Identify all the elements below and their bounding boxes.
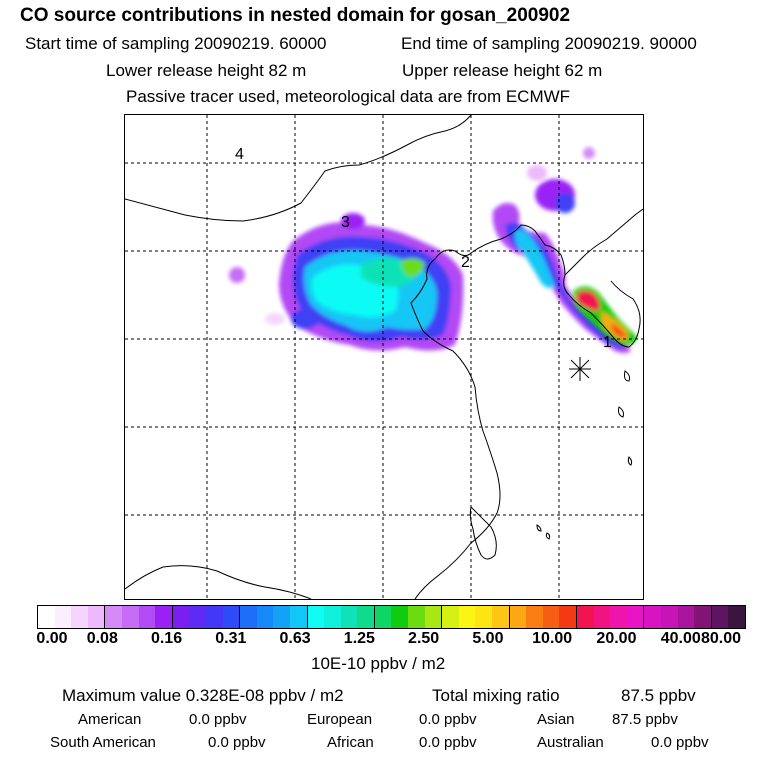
colorbar-cell [710,606,729,628]
colorbar-cell [728,606,745,628]
colorbar-cell [155,606,172,628]
colorbar-cell [289,606,307,628]
colorbar-cell [576,606,594,628]
colorbar-tick-label: 0.31 [215,630,247,647]
american-label: American [78,711,142,728]
colorbar-cell [559,606,576,628]
lower-release-height: Lower release height 82 m [106,61,307,80]
colorbar-tick-label: 0.00 [36,630,68,647]
african-value: 0.0 ppbv [419,734,477,751]
max-value: Maximum value 0.328E-08 ppbv / m2 [62,686,344,705]
south-american-label: South American [50,734,156,751]
start-time: Start time of sampling 20090219. 60000 [25,34,327,53]
colorbar-cell [171,606,190,628]
colorbar-cell [593,606,611,628]
asian-label: Asian [537,711,575,728]
map-label-1: 1 [603,334,612,351]
upper-release-height: Upper release height 62 m [402,61,603,80]
colorbar-cell [441,606,459,628]
map-label-2: 2 [461,254,470,271]
colorbar-cell [222,606,240,628]
colorbar-cell [626,606,644,628]
end-time: End time of sampling 20090219. 90000 [401,34,697,53]
colorbar-cell [643,606,661,628]
colorbar-cell [306,606,325,628]
colorbar-tick-label: 10.00 [532,630,573,647]
colorbar-cell [138,606,156,628]
colorbar-cell [71,606,88,628]
map-label-3: 3 [341,214,350,231]
colorbar-cell [104,606,122,628]
plume-west [229,213,464,351]
colorbar-cell [373,606,392,628]
colorbar-cell [408,606,425,628]
colorbar-tick-label: 20.00 [596,630,637,647]
asian-value: 87.5 ppbv [612,711,678,728]
map-label-4: 4 [235,146,244,163]
colorbar-cell [492,606,509,628]
colorbar-cell [475,606,493,628]
grid-lines [125,115,643,599]
colorbar-tick-label: 2.50 [408,630,440,647]
colorbar-cell [458,606,476,628]
colorbar-cell [54,606,72,628]
colorbar-cell [205,606,223,628]
colorbar-cell [508,606,527,628]
colorbar-cell [239,606,257,628]
colorbar-unit: 10E-10 ppbv / m2 [311,654,446,673]
european-value: 0.0 ppbv [419,711,477,728]
colorbar-tick-label: 0.63 [279,630,311,647]
colorbar-cell [542,606,560,628]
colorbar-cell [256,606,274,628]
european-label: European [307,711,373,728]
south-american-value: 0.0 ppbv [208,734,266,751]
colorbar-cell [660,606,678,628]
colorbar [37,605,746,629]
australian-label: Australian [537,734,604,751]
colorbar-cell [273,606,290,628]
colorbar-cell [38,606,55,628]
colorbar-cell [610,606,627,628]
chart-title: CO source contributions in nested domain… [20,5,571,26]
tracer-note: Passive tracer used, meteorological data… [126,87,571,106]
colorbar-tick-label: 80.00 [700,630,742,647]
colorbar-cell [87,606,105,628]
colorbar-cell [424,606,442,628]
colorbar-cell [677,606,695,628]
australian-value: 0.0 ppbv [651,734,709,751]
colorbar-cell [357,606,374,628]
colorbar-cell [694,606,711,628]
colorbar-cell [391,606,409,628]
map-panel: 4 3 2 1 [124,114,644,600]
colorbar-tick-label: 0.08 [86,630,118,647]
total-mixing-value: 87.5 ppbv [621,686,696,705]
colorbar-cell [189,606,206,628]
colorbar-cell [121,606,139,628]
colorbar-tick-label: 1.25 [343,630,375,647]
map-canvas: 4 3 2 1 [125,115,643,599]
colorbar-cell [340,606,358,628]
colorbar-cell [324,606,341,628]
colorbar-tick-label: 0.16 [150,630,183,647]
colorbar-cell [526,606,543,628]
american-value: 0.0 ppbv [189,711,247,728]
colorbar-tick-label: 5.00 [472,630,504,647]
plume-korea [492,147,631,353]
receptor-star-icon [569,357,591,381]
total-mixing-label: Total mixing ratio [432,686,560,705]
plume-peak [573,286,637,345]
colorbar-tick-label: 40.00 [660,630,701,647]
african-label: African [327,734,374,751]
